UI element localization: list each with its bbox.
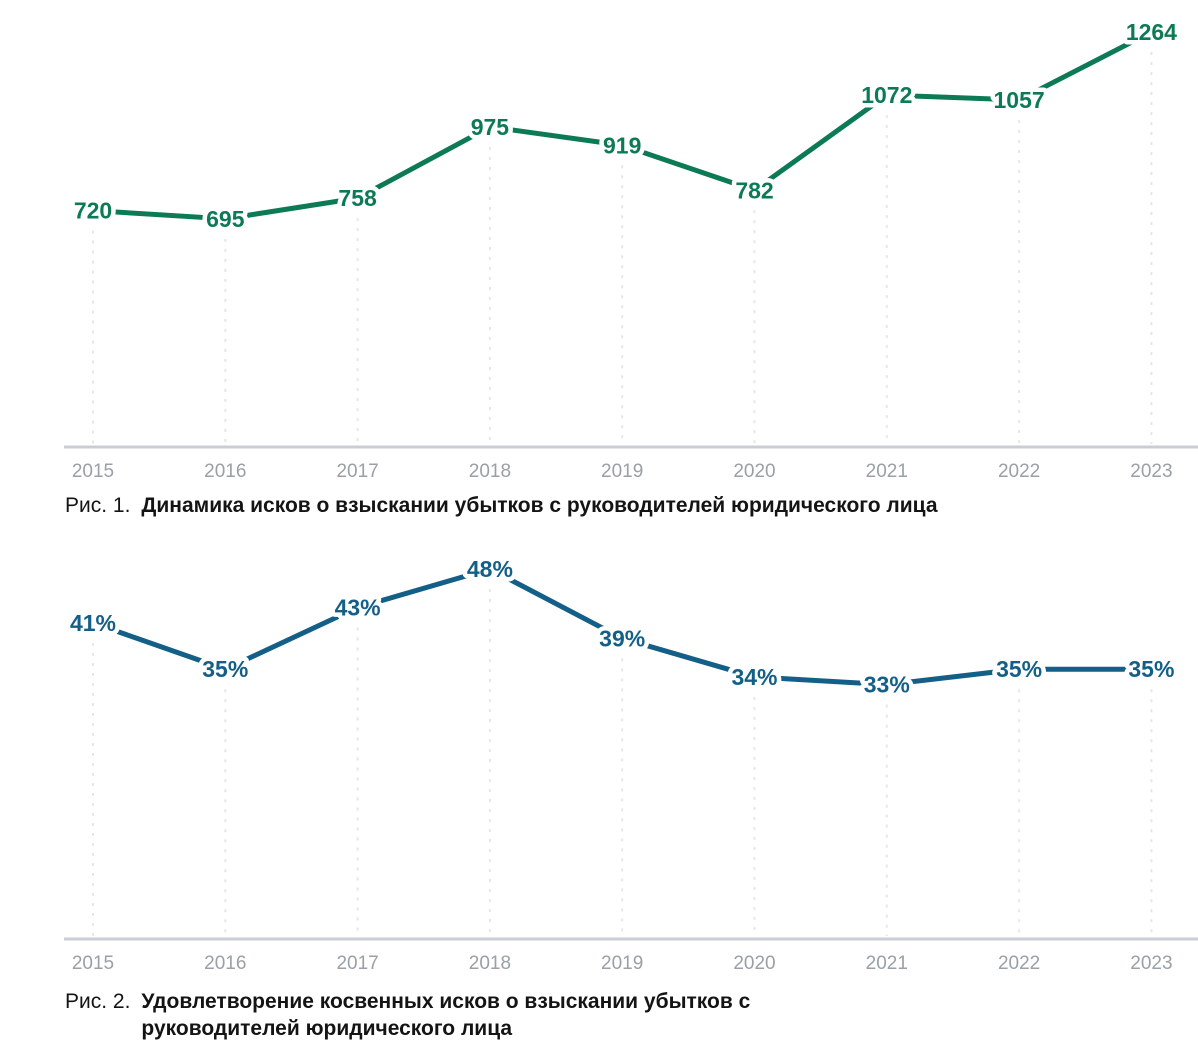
figure-2-label: Рис. 2. (65, 990, 131, 1014)
value-label: 1264 (1126, 19, 1177, 45)
x-tick-label: 2019 (601, 461, 643, 482)
x-tick-label: 2017 (336, 953, 378, 974)
figure-1: 720 695 758 975 919 782 1072 1057 1264 2015 2016 20… (0, 0, 1198, 519)
value-label: 919 (603, 132, 641, 158)
figure-2-line-chart: 41% 35% 43% 48% 39% 34% 33% 35% 35% 2015 2016 2017 2… (64, 552, 1198, 974)
value-label: 720 (74, 198, 112, 224)
value-label: 975 (471, 114, 510, 140)
value-label: 758 (338, 185, 377, 211)
figure-2: 41% 35% 43% 48% 39% 34% 33% 35% 35% 2015 2016 2017 2… (0, 539, 1198, 1042)
value-label: 48% (467, 556, 513, 582)
value-label: 1072 (861, 82, 912, 108)
figure-2-title: Удовлетворение косвенных исков о взыскан… (141, 990, 751, 1040)
x-tick-label: 2016 (204, 953, 246, 974)
trend-line (90, 29, 1154, 222)
x-tick-label: 2017 (336, 461, 378, 482)
value-label: 43% (335, 595, 381, 621)
value-label: 35% (1128, 656, 1174, 682)
x-tick-label: 2015 (72, 461, 114, 482)
figure-1-caption: Рис. 1. Динамика исков о взыскании убытк… (65, 493, 1198, 519)
value-label: 34% (731, 664, 777, 690)
x-tick-label: 2023 (1130, 461, 1172, 482)
x-tick-label: 2018 (469, 953, 511, 974)
value-label: 782 (735, 177, 773, 203)
x-tick-label: 2020 (733, 461, 775, 482)
figure-1-line-chart: 720 695 758 975 919 782 1072 1057 1264 2015 2016 20… (64, 15, 1198, 482)
x-tick-label: 2015 (72, 953, 114, 974)
figure-1-label: Рис. 1. (65, 494, 131, 517)
figure-1-title: Динамика исков о взыскании убытков с рук… (141, 494, 938, 517)
figure-2-caption: Рис. 2. Удовлетворение косвенных исков о… (65, 989, 1198, 1042)
trend-line (90, 566, 1154, 688)
value-label: 41% (70, 610, 116, 636)
x-tick-label: 2016 (204, 461, 246, 482)
x-tick-label: 2022 (998, 953, 1040, 974)
x-tick-label: 2019 (601, 953, 643, 974)
value-label: 1057 (994, 87, 1045, 113)
x-tick-label: 2021 (866, 461, 908, 482)
x-tick-label: 2023 (1130, 953, 1172, 974)
x-tick-label: 2022 (998, 461, 1040, 482)
value-label: 39% (599, 626, 645, 652)
value-label: 695 (206, 206, 245, 232)
value-label: 35% (996, 656, 1042, 682)
value-label: 35% (202, 656, 248, 682)
x-tick-label: 2020 (733, 953, 775, 974)
x-tick-label: 2018 (469, 461, 511, 482)
x-tick-label: 2021 (866, 953, 908, 974)
value-label: 33% (864, 672, 910, 698)
